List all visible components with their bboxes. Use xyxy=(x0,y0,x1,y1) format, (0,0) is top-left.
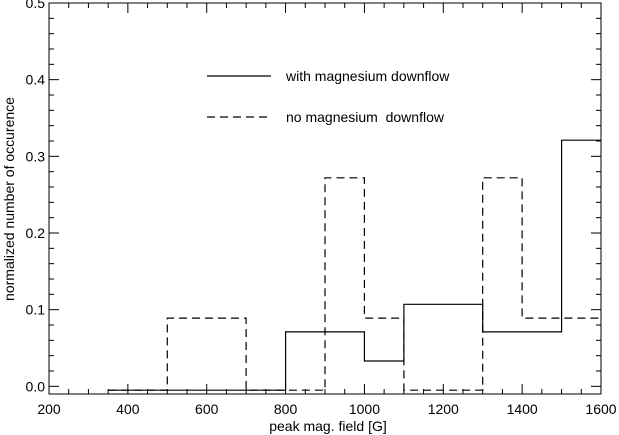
y-tick-label: 0.4 xyxy=(26,72,46,88)
x-tick-label: 1000 xyxy=(349,401,380,417)
y-axis-label: normalized number of occurence xyxy=(1,97,17,301)
x-tick-label: 1400 xyxy=(507,401,538,417)
x-tick-label: 200 xyxy=(37,401,61,417)
x-tick-label: 1600 xyxy=(585,401,616,417)
legend: with magnesium downflow no magnesium down… xyxy=(207,68,450,125)
y-tick-label: 0.5 xyxy=(26,0,46,11)
series-no-downflow-line xyxy=(108,177,601,391)
y-tick-label: 0.0 xyxy=(26,378,46,394)
series-with-downflow-line xyxy=(108,139,601,391)
x-axis-label: peak mag. field [G] xyxy=(269,418,387,434)
x-tick-label: 600 xyxy=(195,401,219,417)
y-tick-label: 0.1 xyxy=(26,302,46,318)
series-layer xyxy=(108,139,601,391)
x-tick-label: 1200 xyxy=(428,401,459,417)
x-tick-label: 400 xyxy=(116,401,140,417)
y-axis-ticks: 0.0 0.1 0.2 0.3 0.4 0.5 xyxy=(26,0,601,394)
x-tick-label: 800 xyxy=(274,401,298,417)
y-tick-label: 0.2 xyxy=(26,225,46,241)
legend-label: with magnesium downflow xyxy=(285,68,450,84)
x-axis-ticks: 200 400 600 800 1000 1200 1400 1600 xyxy=(37,3,617,417)
y-tick-label: 0.3 xyxy=(26,148,46,164)
legend-label: no magnesium downflow xyxy=(286,109,445,125)
